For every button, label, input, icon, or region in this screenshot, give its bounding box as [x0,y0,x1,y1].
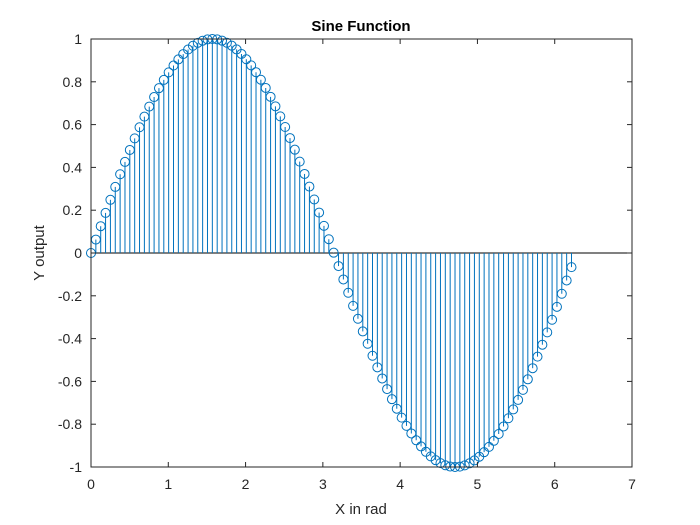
stem-marker [284,133,295,144]
x-tick-label: 6 [551,476,559,492]
stem-marker [517,384,528,395]
y-tick-label: 0.4 [63,159,83,175]
x-tick-label: 4 [396,476,404,492]
stem-marker [551,301,562,312]
stem-marker [328,247,339,258]
x-tick-label: 3 [319,476,327,492]
y-tick-label: -0.4 [58,331,82,347]
x-tick-label: 7 [628,476,636,492]
stem-marker [309,194,320,205]
y-tick-label: -0.6 [58,373,82,389]
y-tick-label: 0 [74,245,82,261]
y-tick-label: 1 [74,31,82,47]
y-tick-label: -1 [70,459,83,475]
stem-marker [255,74,266,85]
stem-marker [294,156,305,167]
stem-marker [508,404,519,415]
stem-marker [513,394,524,405]
stem-marker [323,234,334,245]
stem-marker [537,339,548,350]
x-tick-label: 2 [242,476,250,492]
stem-marker [498,421,509,432]
stem-marker [547,314,558,325]
stem-marker [318,220,329,231]
y-tick-label: -0.2 [58,288,82,304]
stem-marker [566,262,577,273]
x-axis-label: X in rad [335,501,387,518]
y-tick-label: -0.8 [58,416,82,432]
x-tick-label: 1 [164,476,172,492]
stem-marker [483,441,494,452]
stem-marker [493,428,504,439]
stem-marker [459,460,470,471]
stem-marker [561,275,572,286]
stem-marker [527,363,538,374]
stem-marker [217,35,228,46]
stem-marker [260,82,271,93]
y-axis-label: Y output [31,224,48,280]
axes: 0 1 2 3 4 5 6 7 -1 -0.8 -0.6 -0.4 -0.2 0 0.2 0.4 0.6 0.8 1 [58,31,636,492]
stem-marker [556,288,567,299]
y-tick-label: 0.8 [63,74,83,90]
stem-marker [314,207,325,218]
stem-marker [488,435,499,446]
stem-marker [280,121,291,132]
y-tick-label: 0.2 [63,202,83,218]
stem-series [86,34,632,472]
stem-marker [221,37,232,48]
y-tick-label: 0.6 [63,117,83,133]
stem-marker [275,111,286,122]
stem-marker [241,54,252,65]
stem-marker [522,374,533,385]
stem-marker [304,181,315,192]
stem-marker [464,458,475,469]
stem-marker [270,101,281,112]
stem-marker [299,168,310,179]
stem-marker [532,351,543,362]
x-tick-label: 0 [87,476,95,492]
stem-marker [503,413,514,424]
stem-marker [265,91,276,102]
x-tick-label: 5 [474,476,482,492]
stem-marker [246,60,257,71]
stem-marker [289,144,300,155]
stem-marker [542,327,553,338]
stem-marker [251,67,262,78]
chart-title: Sine Function [311,18,410,35]
